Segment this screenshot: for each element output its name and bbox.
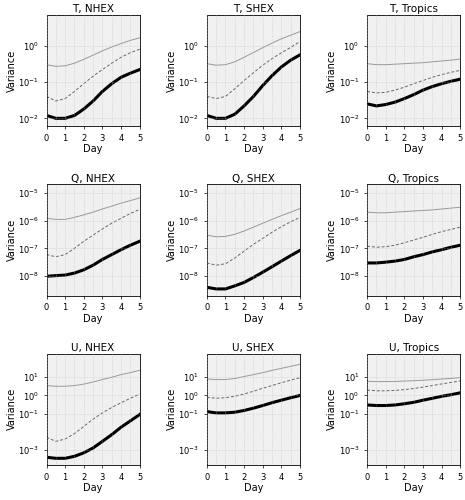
Title: U, SHEX: U, SHEX bbox=[232, 343, 274, 353]
Y-axis label: Variance: Variance bbox=[327, 50, 337, 92]
X-axis label: Day: Day bbox=[83, 314, 103, 324]
Title: Q, NHEX: Q, NHEX bbox=[71, 174, 115, 184]
X-axis label: Day: Day bbox=[83, 483, 103, 493]
Y-axis label: Variance: Variance bbox=[327, 388, 337, 430]
Title: U, NHEX: U, NHEX bbox=[72, 343, 115, 353]
Y-axis label: Variance: Variance bbox=[7, 50, 17, 92]
Title: Q, Tropics: Q, Tropics bbox=[388, 174, 439, 184]
X-axis label: Day: Day bbox=[404, 144, 424, 154]
Title: T, SHEX: T, SHEX bbox=[233, 4, 274, 14]
X-axis label: Day: Day bbox=[244, 144, 263, 154]
Y-axis label: Variance: Variance bbox=[7, 388, 16, 430]
Title: U, Tropics: U, Tropics bbox=[389, 343, 439, 353]
Y-axis label: Variance: Variance bbox=[167, 50, 177, 92]
X-axis label: Day: Day bbox=[244, 483, 263, 493]
Y-axis label: Variance: Variance bbox=[327, 219, 337, 261]
Title: T, NHEX: T, NHEX bbox=[72, 4, 114, 14]
X-axis label: Day: Day bbox=[244, 314, 263, 324]
Title: Q, SHEX: Q, SHEX bbox=[232, 174, 275, 184]
X-axis label: Day: Day bbox=[83, 144, 103, 154]
X-axis label: Day: Day bbox=[404, 314, 424, 324]
X-axis label: Day: Day bbox=[404, 483, 424, 493]
Y-axis label: Variance: Variance bbox=[167, 388, 177, 430]
Y-axis label: Variance: Variance bbox=[167, 219, 177, 261]
Title: T, Tropics: T, Tropics bbox=[389, 4, 438, 14]
Y-axis label: Variance: Variance bbox=[7, 219, 16, 261]
